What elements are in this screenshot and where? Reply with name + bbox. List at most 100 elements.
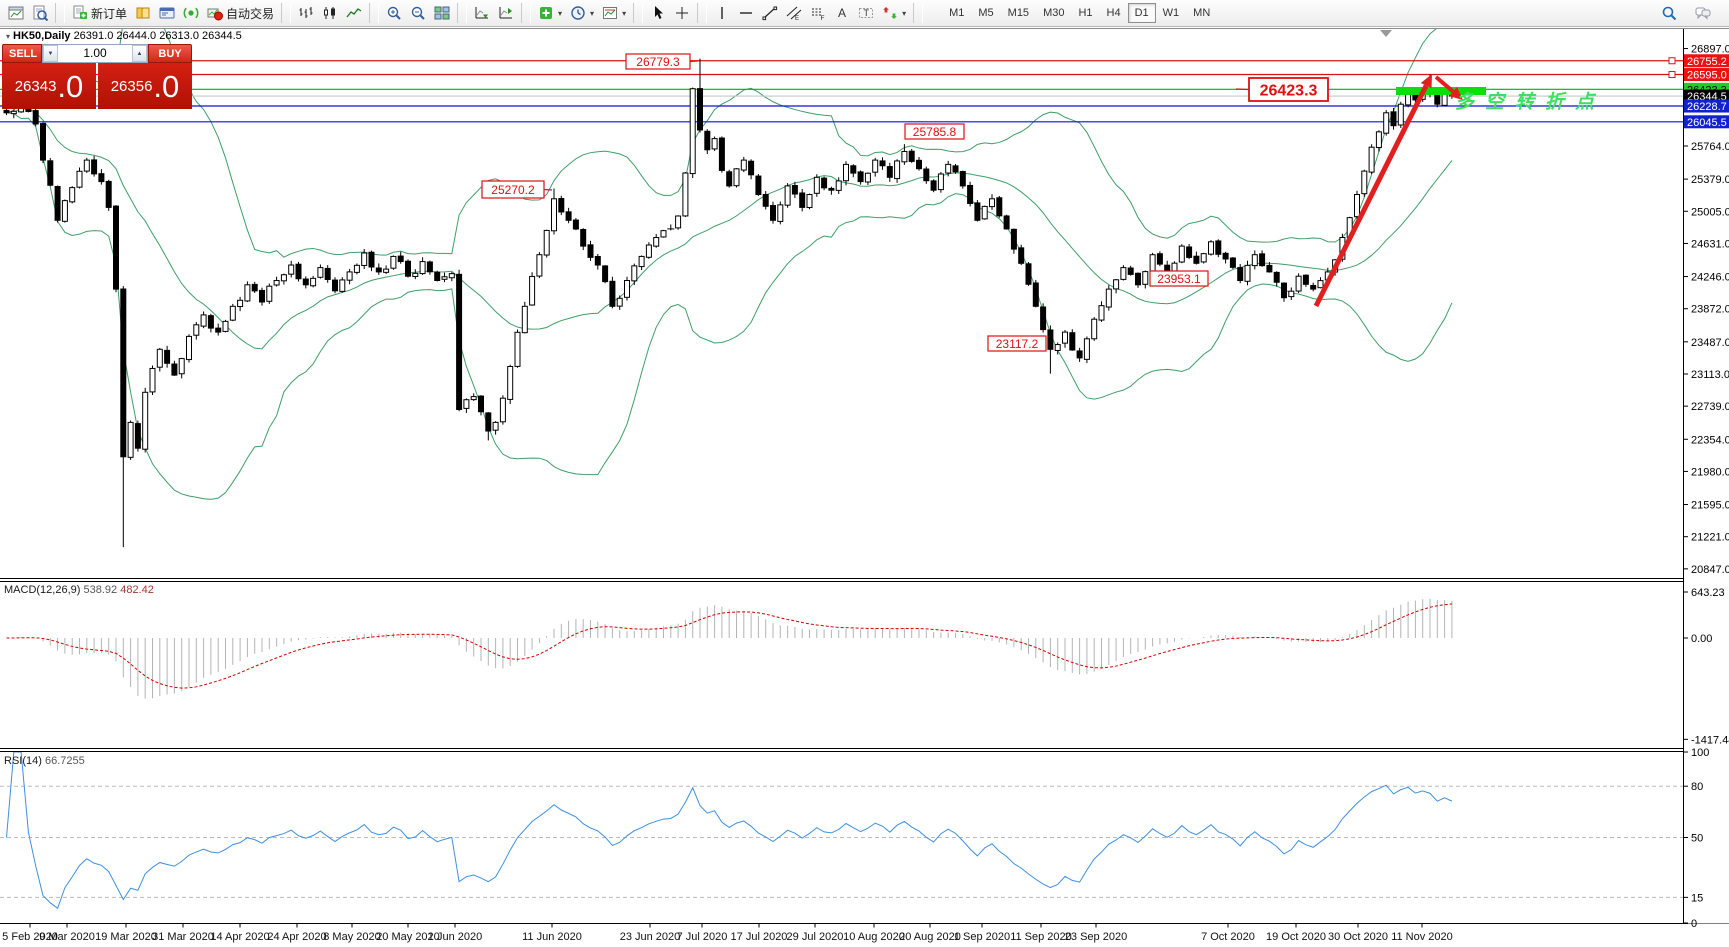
crosshair-button[interactable]: [670, 2, 694, 24]
timeframe-button-D1[interactable]: D1: [1127, 3, 1156, 23]
volume-increase-button[interactable]: ▲: [132, 45, 147, 62]
history-center-button[interactable]: [131, 2, 155, 24]
line-handle[interactable]: [1668, 71, 1676, 79]
sell-price[interactable]: 26343.0: [2, 63, 96, 109]
autotrading-button[interactable]: 自动交易: [203, 2, 278, 24]
buy-button[interactable]: BUY: [148, 44, 192, 63]
indicators-add-button[interactable]: ▾: [534, 2, 566, 24]
bar-chart-icon: [299, 7, 313, 18]
timeframe-button-W1[interactable]: W1: [1156, 3, 1187, 23]
templates-button[interactable]: ▾: [598, 2, 630, 24]
axis-price-marker-26228.7: 26228.7: [1684, 99, 1729, 113]
timeframe-button-M15[interactable]: M15: [1001, 3, 1036, 23]
trend-arrow-up[interactable]: [1313, 74, 1432, 308]
new-order-icon: [73, 5, 87, 19]
equidistant-channel-button[interactable]: E: [782, 2, 806, 24]
timeframe-button-M30[interactable]: M30: [1036, 3, 1071, 23]
horizontal-line-button[interactable]: [734, 2, 758, 24]
timeframe-button-MN[interactable]: MN: [1186, 3, 1217, 23]
vertical-line-icon: [721, 7, 723, 19]
svg-text:0.00: 0.00: [1691, 633, 1712, 645]
candlestick-series: [3, 58, 1455, 548]
timeframe-button-H1[interactable]: H1: [1071, 3, 1099, 23]
svg-text:10 Aug 2020: 10 Aug 2020: [843, 931, 905, 943]
price-annotation-25270.2[interactable]: 25270.2: [481, 180, 553, 199]
timeframe-button-M5[interactable]: M5: [971, 3, 1000, 23]
highlight-zone[interactable]: [1396, 87, 1486, 95]
ohlc-readout: 26391.0 26444.0 26313.0 26344.5: [73, 30, 242, 42]
price-axis-labels: 26897.0 25764.0 25379.0 25005.0 24631.0 24246…: [1684, 44, 1729, 930]
zoom-out-icon: [411, 6, 425, 20]
svg-text:11 Nov 2020: 11 Nov 2020: [1391, 931, 1453, 943]
svg-text:23113.0: 23113.0: [1691, 369, 1729, 381]
auto-scroll-icon: [475, 7, 489, 19]
search-button[interactable]: [1657, 2, 1681, 24]
annotation-text[interactable]: 多空转折点: [1455, 91, 1605, 113]
sell-button[interactable]: SELL: [2, 44, 42, 63]
timeframe-button-M1[interactable]: M1: [942, 3, 971, 23]
trend-line-button[interactable]: [758, 2, 782, 24]
svg-text:23487.0: 23487.0: [1691, 337, 1729, 349]
trend-arrow-down[interactable]: [1434, 75, 1463, 100]
volume-value[interactable]: 1.00: [83, 46, 107, 60]
terminal-button[interactable]: [155, 2, 179, 24]
candlestick-chart-button[interactable]: [318, 2, 342, 24]
price-annotation-23953.1[interactable]: 23953.1: [1149, 270, 1209, 287]
svg-text:9 Mar 2020: 9 Mar 2020: [39, 931, 95, 943]
fibonacci-icon: F: [812, 8, 825, 21]
svg-text:1 Sep 2020: 1 Sep 2020: [954, 931, 1010, 943]
buy-price[interactable]: 26356.0: [98, 63, 192, 109]
svg-text:19 Mar 2020: 19 Mar 2020: [95, 931, 157, 943]
auto-scroll-button[interactable]: [470, 2, 494, 24]
equidistant-channel-icon: E: [786, 6, 802, 21]
bar-chart-button[interactable]: [294, 2, 318, 24]
svg-text:15: 15: [1691, 892, 1703, 904]
svg-text:1 Jun 2020: 1 Jun 2020: [428, 931, 482, 943]
chart-shift-marker[interactable]: [1380, 30, 1392, 37]
price-annotation-26423.3[interactable]: 26423.3: [1235, 77, 1329, 102]
fibonacci-button[interactable]: F: [806, 2, 830, 24]
cursor-button[interactable]: [646, 2, 670, 24]
svg-text:A: A: [838, 6, 846, 20]
vertical-line-button[interactable]: [710, 2, 734, 24]
toolbar-separator: [55, 3, 65, 23]
chart-shift-icon: [499, 7, 513, 19]
text-button[interactable]: A: [830, 2, 854, 24]
svg-text:20847.0: 20847.0: [1691, 564, 1729, 576]
periods-button[interactable]: ▾: [566, 2, 598, 24]
arrows-button[interactable]: ▾: [878, 2, 910, 24]
new-chart-icon: [8, 6, 24, 20]
volume-decrease-button[interactable]: ▼: [43, 45, 58, 62]
line-handle[interactable]: [1668, 57, 1676, 65]
new-order-button[interactable]: 新订单: [68, 2, 131, 24]
line-chart-button[interactable]: [342, 2, 366, 24]
horizontal-line-icon: [740, 12, 753, 14]
svg-text:11 Jun 2020: 11 Jun 2020: [522, 931, 582, 943]
svg-text:30 Oct 2020: 30 Oct 2020: [1328, 931, 1388, 943]
search-icon: [1662, 6, 1677, 21]
price-annotation-23117.2[interactable]: 23117.2: [987, 335, 1047, 352]
signals-button[interactable]: [179, 2, 203, 24]
text-icon: A: [838, 6, 846, 20]
svg-text:24 Apr 2020: 24 Apr 2020: [267, 931, 326, 943]
zoom-in-button[interactable]: [382, 2, 406, 24]
indicators-add-icon: [540, 7, 553, 19]
tile-windows-button[interactable]: [430, 2, 454, 24]
dropdown-caret-icon: ▾: [902, 8, 907, 18]
chart-shift-button[interactable]: [494, 2, 518, 24]
data-window-button[interactable]: [28, 2, 52, 24]
price-annotation-26779.3[interactable]: 26779.3: [625, 53, 699, 70]
text-label-button[interactable]: T: [854, 2, 878, 24]
rsi-pane: [0, 752, 1683, 910]
svg-text:19 Oct 2020: 19 Oct 2020: [1266, 931, 1326, 943]
timeframe-button-H4[interactable]: H4: [1100, 3, 1128, 23]
price-annotation-25785.8[interactable]: 25785.8: [904, 123, 965, 140]
zoom-out-button[interactable]: [406, 2, 430, 24]
toolbar-right-icons: [1657, 2, 1715, 24]
new-chart-button[interactable]: [4, 2, 28, 24]
svg-text:20 May 2020: 20 May 2020: [376, 931, 440, 943]
svg-text:21980.0: 21980.0: [1691, 466, 1729, 478]
chat-button[interactable]: [1691, 2, 1715, 24]
